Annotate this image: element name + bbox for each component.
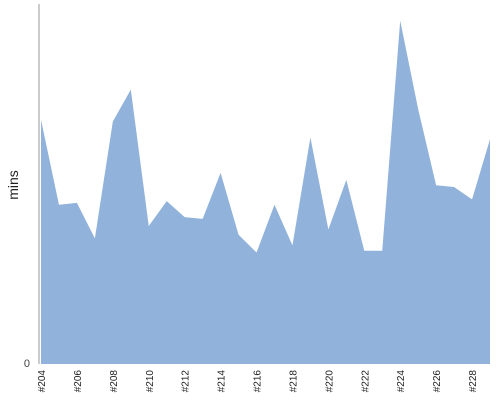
x-tick-label: #204: [37, 370, 48, 393]
plot-area: [38, 4, 490, 365]
x-tick-label: #224: [396, 370, 407, 393]
x-tick-label: #220: [324, 370, 335, 393]
y-tick-label: 0: [24, 358, 30, 370]
area-series: [41, 20, 490, 365]
x-tick-label: #206: [73, 370, 84, 393]
x-tick-label: #216: [253, 370, 264, 393]
x-tick-label: #214: [217, 370, 228, 393]
x-tick-label: #210: [145, 370, 156, 393]
x-tick-label: #218: [288, 370, 299, 393]
x-tick-label: #228: [468, 370, 479, 393]
x-tick-label: #226: [432, 370, 443, 393]
y-axis-label: mins: [5, 170, 21, 200]
x-tick-label: #208: [109, 370, 120, 393]
x-tick-label: #212: [181, 370, 192, 393]
x-tick-label: #222: [360, 370, 371, 393]
x-tick-labels: #204 #206 #208 #210 #212 #214 #216 #218 #220 #222…: [37, 370, 479, 393]
